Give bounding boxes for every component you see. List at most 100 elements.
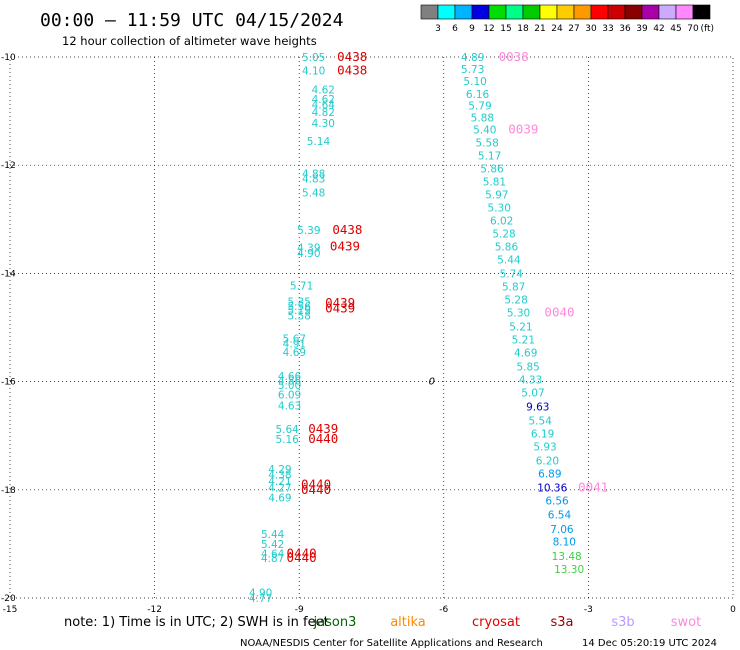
swh-value: 5.39 xyxy=(297,225,320,237)
swh-value: 4.21 xyxy=(268,476,291,488)
swh-value: 5.21 xyxy=(509,321,532,333)
swh-value: 5.64 xyxy=(275,424,299,436)
swh-value: 5.44 xyxy=(261,529,285,541)
colorbar-label: 3 xyxy=(435,24,441,34)
y-tick-label: -16 xyxy=(1,378,16,388)
swh-value: 4.27 xyxy=(268,483,291,495)
x-tick-label: -9 xyxy=(295,605,304,615)
swh-value: 4.33 xyxy=(519,374,542,386)
swh-value: 5.07 xyxy=(521,387,544,399)
swh-value: 4.77 xyxy=(249,593,272,605)
colorbar-label: 45 xyxy=(670,24,681,34)
y-tick-label: -20 xyxy=(1,594,16,604)
colorbar-swatch xyxy=(522,4,541,20)
swh-value: 5.48 xyxy=(302,187,325,199)
colorbar-swatch xyxy=(437,4,456,20)
swh-value: 5.42 xyxy=(261,539,284,551)
track-label: 0440 xyxy=(301,482,331,497)
colorbar-swatch xyxy=(641,4,660,20)
swh-value: 4.63 xyxy=(278,400,301,412)
colorbar-swatch xyxy=(556,4,575,20)
swh-value: 5.16 xyxy=(275,434,299,446)
colorbar-label: 21 xyxy=(534,24,545,34)
colorbar-swatch xyxy=(505,4,524,20)
track-label: 0041 xyxy=(578,480,608,495)
swh-value: 5.81 xyxy=(483,176,506,188)
track-label: 0440 xyxy=(287,546,317,561)
swh-value: 5.56 xyxy=(288,301,312,313)
swh-value: 4.89 xyxy=(461,52,484,64)
legend-cryosat: cryosat xyxy=(472,615,520,630)
swh-value: 4.38 xyxy=(268,470,291,482)
swh-value: 5.58 xyxy=(288,311,311,323)
swh-value: 5.73 xyxy=(461,64,484,76)
legend-s3b: s3b xyxy=(611,615,634,630)
swh-value: 8.10 xyxy=(553,537,576,549)
swh-value: 4.91 xyxy=(283,339,306,351)
y-tick-label: -10 xyxy=(1,53,16,63)
swh-value: 5.10 xyxy=(463,76,486,88)
colorbar-swatch xyxy=(420,4,439,20)
colorbar-label: 42 xyxy=(653,24,664,34)
swh-value: 13.48 xyxy=(552,551,582,563)
swh-value: 4.90 xyxy=(249,588,272,600)
legend-swot: swot xyxy=(671,615,701,630)
plot-frame xyxy=(9,56,734,599)
y-tick-label: -12 xyxy=(1,161,16,171)
swh-value: 4.88 xyxy=(302,168,325,180)
swh-value: 5.44 xyxy=(497,254,521,266)
colorbar-swatch xyxy=(692,4,711,20)
swh-value: 6.56 xyxy=(545,496,569,508)
swh-value: 4.69 xyxy=(268,492,291,504)
colorbar-label: 30 xyxy=(585,24,597,34)
x-tick-label: 0 xyxy=(730,605,736,615)
swh-value: 5.14 xyxy=(307,136,331,148)
colorbar-swatch xyxy=(607,4,626,20)
misc-mark: 0 xyxy=(429,377,435,388)
swh-value: 6.16 xyxy=(466,89,490,101)
swh-value: 5.00 xyxy=(278,380,301,392)
swh-value: 5.86 xyxy=(480,163,504,175)
footer-credit: NOAA/NESDIS Center for Satellite Applica… xyxy=(240,638,543,649)
colorbar-label: 33 xyxy=(602,24,613,34)
swh-value: 4.83 xyxy=(302,174,325,186)
x-tick-label: -12 xyxy=(147,605,162,615)
track-label: 0039 xyxy=(508,121,538,136)
colorbar-label: 24 xyxy=(551,24,563,34)
footer-note: note: 1) Time is in UTC; 2) SWH is in fe… xyxy=(64,615,329,630)
swh-value: 6.54 xyxy=(548,510,572,522)
track-label: 0040 xyxy=(544,304,574,319)
swh-value: 4.86 xyxy=(278,376,302,388)
swh-value: 5.21 xyxy=(512,334,535,346)
swh-value: 4.30 xyxy=(312,118,335,130)
colorbar-label: 70 xyxy=(687,24,699,34)
track-label: 0439 xyxy=(325,301,355,316)
swh-value: 5.40 xyxy=(473,124,496,136)
x-tick-label: -6 xyxy=(439,605,448,615)
swh-value: 4.69 xyxy=(283,347,306,359)
swh-value: 5.87 xyxy=(502,281,525,293)
swh-value: 5.17 xyxy=(478,150,501,162)
colorbar-label: 12 xyxy=(483,24,494,34)
swh-value: 4.87 xyxy=(261,553,284,565)
swh-value: 4.64 xyxy=(261,549,285,561)
colorbar-swatch xyxy=(539,4,558,20)
track-labels: 0438043804380439043904390439044004400440… xyxy=(287,49,609,565)
swh-points: 5.054.104.624.624.644.824.305.144.884.83… xyxy=(249,52,584,605)
colorbar-label: 9 xyxy=(469,24,475,34)
swh-value: 6.20 xyxy=(536,456,559,468)
swh-value: 9.63 xyxy=(526,401,549,413)
y-tick-label: -18 xyxy=(1,486,16,496)
satellite-legend: jason3 altika cryosat s3a s3b swot xyxy=(313,615,702,630)
colorbar-swatch xyxy=(573,4,592,20)
colorbar-swatch xyxy=(471,4,490,20)
swh-value: 5.28 xyxy=(504,294,527,306)
swh-value: 7.06 xyxy=(550,524,574,536)
colorbar-swatch xyxy=(675,4,694,20)
chart-subtitle: 12 hour collection of altimeter wave hei… xyxy=(62,34,317,48)
chart-title: 00:00 – 11:59 UTC 04/15/2024 xyxy=(40,10,343,31)
track-label: 0439 xyxy=(330,238,360,253)
swh-value: 4.62 xyxy=(312,94,335,106)
x-tick-label: -3 xyxy=(584,605,593,615)
